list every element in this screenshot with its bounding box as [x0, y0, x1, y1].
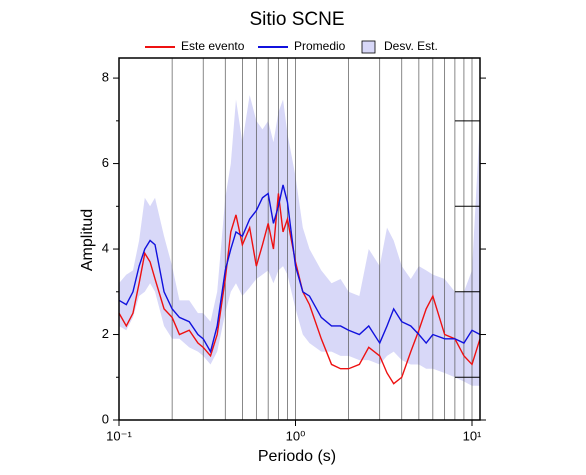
legend-label: Este evento	[181, 39, 245, 53]
y-tick-label: 6	[102, 155, 109, 170]
y-tick-label: 4	[102, 240, 109, 255]
x-tick-label: 10⁰	[286, 428, 306, 443]
y-tick-label: 0	[102, 411, 109, 426]
series-line	[118, 193, 481, 385]
x-axis-label: Periodo (s)	[258, 448, 336, 465]
legend-swatch	[361, 40, 376, 54]
series-line	[118, 184, 481, 354]
y-tick-label: 2	[102, 326, 109, 341]
y-tick-label: 8	[102, 70, 109, 85]
chart-title: Sitio SCNE	[249, 9, 344, 30]
legend-label: Promedio	[294, 39, 346, 53]
legend-label: Desv. Est.	[384, 39, 438, 53]
std-band	[119, 95, 480, 386]
x-tick-label: 10¹	[463, 428, 482, 443]
plot-frame	[118, 57, 481, 421]
y-axis-label: Amplitud	[79, 209, 96, 271]
x-tick-label: 10⁻¹	[106, 428, 132, 443]
